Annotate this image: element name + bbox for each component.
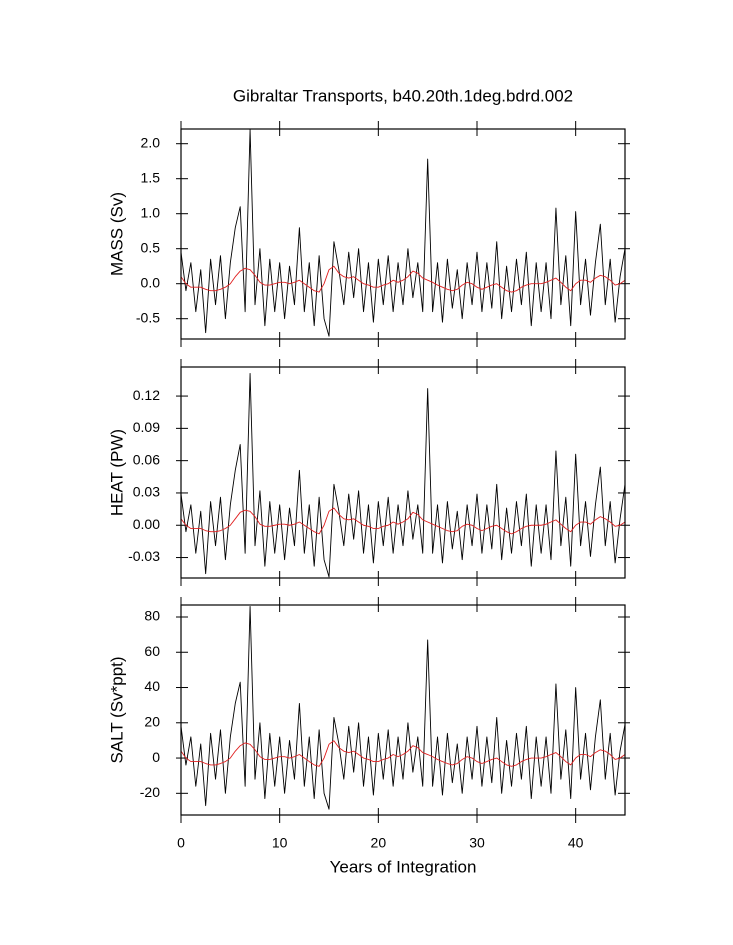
y-tick-label: 1.0 <box>141 204 161 220</box>
y-tick-label: 0 <box>152 749 160 765</box>
y-tick-label: 0.06 <box>133 451 160 467</box>
y-tick-label: 0.00 <box>133 516 160 532</box>
y-tick-label: 0.5 <box>141 239 161 255</box>
y-tick-label: -0.5 <box>136 309 160 325</box>
y-axis-label: MASS (Sv) <box>107 192 126 276</box>
line-series <box>180 373 626 578</box>
plot-frame <box>180 604 626 816</box>
x-tick-label: 10 <box>272 835 288 851</box>
y-tick-label: 0.09 <box>133 419 160 435</box>
y-tick-label: 0.0 <box>141 274 161 290</box>
y-tick-label: -20 <box>140 784 160 800</box>
line-series <box>180 605 626 810</box>
y-tick-label: 80 <box>144 608 160 624</box>
line-series <box>180 507 626 535</box>
x-axis-label: Years of Integration <box>330 857 477 876</box>
chart-title: Gibraltar Transports, b40.20th.1deg.bdrd… <box>233 86 573 105</box>
line-series <box>180 129 626 337</box>
x-tick-label: 30 <box>469 835 485 851</box>
y-tick-label: -0.03 <box>128 548 160 564</box>
y-tick-label: 0.03 <box>133 484 160 500</box>
y-tick-label: 20 <box>144 713 160 729</box>
y-tick-label: 40 <box>144 678 160 694</box>
y-axis-label: SALT (Sv*ppt) <box>107 656 126 763</box>
y-tick-label: 1.5 <box>141 169 161 185</box>
y-tick-label: 0.12 <box>133 387 160 403</box>
plot-frame <box>180 128 626 340</box>
x-tick-label: 20 <box>371 835 387 851</box>
x-tick-label: 40 <box>568 835 584 851</box>
line-series <box>180 740 626 767</box>
y-tick-label: 60 <box>144 643 160 659</box>
plot-frame <box>180 366 626 579</box>
x-tick-label: 0 <box>177 835 185 851</box>
y-tick-label: 2.0 <box>141 134 161 150</box>
line-series <box>180 265 626 293</box>
y-axis-label: HEAT (PW) <box>107 429 126 516</box>
